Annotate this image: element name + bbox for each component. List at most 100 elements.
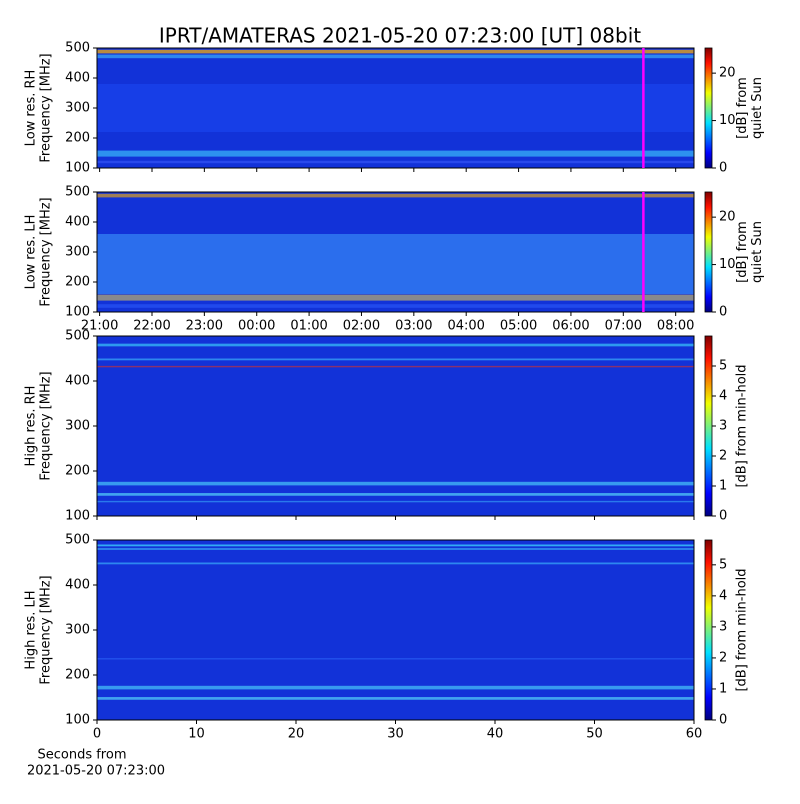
- y-tick-label: 100: [65, 161, 90, 176]
- colorbar-tick-label: 3: [719, 619, 727, 634]
- spectrogram-band: [97, 294, 694, 301]
- spectrogram-band: [97, 493, 694, 496]
- x-tick-label: 01:00: [290, 319, 327, 334]
- colorbar: [704, 47, 713, 169]
- x-tick-label: 23:00: [186, 319, 223, 334]
- x-tick-label: 50: [586, 727, 603, 742]
- y-tick-label: 100: [65, 305, 90, 320]
- y-axis-label: Frequency [MHz]: [39, 53, 54, 162]
- spectrogram-band: [97, 481, 694, 486]
- y-axis-label: High res. RH: [24, 386, 39, 467]
- y-tick-label: 500: [65, 329, 90, 344]
- colorbar-tick-label: 1: [719, 681, 727, 696]
- x-tick-label: 20: [288, 727, 305, 742]
- y-tick-label: 300: [65, 101, 90, 116]
- spectrogram-band: [97, 548, 694, 550]
- spectrogram-band: [97, 304, 694, 308]
- colorbar-tick-label: 0: [719, 713, 727, 728]
- y-tick-label: 100: [65, 509, 90, 524]
- colorbar-label: quiet Sun: [750, 221, 765, 283]
- x-tick-label: 06:00: [552, 319, 589, 334]
- spectrogram-band: [97, 193, 694, 198]
- x-tick-label: 07:00: [605, 319, 642, 334]
- colorbar-tick-label: 2: [719, 449, 727, 464]
- colorbar-tick-label: 10: [719, 113, 736, 128]
- spectrogram-band: [97, 150, 694, 157]
- y-tick-label: 500: [65, 185, 90, 200]
- x-tick-label: 0: [93, 727, 101, 742]
- y-tick-label: 400: [65, 374, 90, 389]
- spectrogram-image: [97, 540, 694, 720]
- y-tick-label: 400: [65, 578, 90, 593]
- y-tick-label: 200: [65, 464, 90, 479]
- colorbar-tick-label: 1: [719, 479, 727, 494]
- spectrogram-band: [97, 544, 694, 547]
- x-tick-label: 03:00: [395, 319, 432, 334]
- x-axis-label: 2021-05-20 07:23:00: [27, 764, 165, 779]
- y-tick-label: 200: [65, 668, 90, 683]
- colorbar: [704, 335, 713, 517]
- colorbar-tick-label: 0: [719, 305, 727, 320]
- y-tick-label: 500: [65, 533, 90, 548]
- x-tick-label: 30: [387, 727, 404, 742]
- x-tick-label: 60: [686, 727, 703, 742]
- x-tick-label: 21:00: [81, 319, 118, 334]
- colorbar-tick-label: 0: [719, 161, 727, 176]
- colorbar-tick-label: 20: [719, 66, 736, 81]
- y-axis-label: Low res. LH: [24, 215, 39, 290]
- spectrogram-band: [97, 562, 694, 565]
- y-tick-label: 200: [65, 131, 90, 146]
- spectrogram-band: [97, 365, 694, 368]
- y-tick-label: 100: [65, 713, 90, 728]
- colorbar-tick-label: 2: [719, 650, 727, 665]
- colorbar-tick-label: 0: [719, 509, 727, 524]
- y-axis-label: Frequency [MHz]: [39, 575, 54, 684]
- colorbar: [704, 191, 713, 313]
- y-tick-label: 400: [65, 71, 90, 86]
- spectrogram-band: [97, 49, 694, 54]
- colorbar-tick-label: 10: [719, 257, 736, 272]
- colorbar-tick-label: 5: [719, 359, 727, 374]
- colorbar: [704, 539, 713, 721]
- colorbar-label: [dB] from: [735, 221, 750, 283]
- spectrogram-band: [97, 358, 694, 361]
- colorbar-tick-label: 20: [719, 210, 736, 225]
- x-tick-label: 02:00: [343, 319, 380, 334]
- x-tick-label: 40: [487, 727, 504, 742]
- y-tick-label: 500: [65, 41, 90, 56]
- x-tick-label: 10: [188, 727, 205, 742]
- spectrogram-image: [97, 48, 694, 168]
- spectrogram-band: [97, 343, 694, 347]
- y-axis-label: Frequency [MHz]: [39, 371, 54, 480]
- spectrogram-band: [97, 658, 694, 660]
- x-tick-label: 08:00: [657, 319, 694, 334]
- spectrogram-band: [97, 234, 694, 294]
- y-axis-label: Low res. RH: [24, 70, 39, 147]
- colorbar-label: [dB] from min-hold: [735, 364, 750, 487]
- x-tick-label: 00:00: [238, 319, 275, 334]
- y-axis-label: Frequency [MHz]: [39, 197, 54, 306]
- spectrogram-band: [97, 160, 694, 164]
- y-tick-label: 300: [65, 245, 90, 260]
- y-tick-label: 300: [65, 623, 90, 638]
- x-axis-label: Seconds from: [37, 748, 126, 763]
- colorbar-tick-label: 5: [719, 557, 727, 572]
- spectrogram-band: [97, 84, 694, 132]
- y-tick-label: 300: [65, 419, 90, 434]
- spectrogram-band: [97, 697, 694, 700]
- spectrogram-image: [97, 336, 694, 516]
- colorbar-label: quiet Sun: [750, 77, 765, 139]
- y-axis-label: High res. LH: [24, 590, 39, 669]
- colorbar-tick-label: 3: [719, 419, 727, 434]
- colorbar-tick-label: 4: [719, 389, 727, 404]
- spectrogram-band: [97, 685, 694, 690]
- colorbar-tick-label: 4: [719, 588, 727, 603]
- spectrogram-band: [97, 500, 694, 503]
- x-tick-label: 04:00: [447, 319, 484, 334]
- y-tick-label: 200: [65, 275, 90, 290]
- x-tick-label: 05:00: [500, 319, 537, 334]
- spectrogram-band: [97, 54, 694, 59]
- colorbar-label: [dB] from: [735, 77, 750, 139]
- y-tick-label: 400: [65, 215, 90, 230]
